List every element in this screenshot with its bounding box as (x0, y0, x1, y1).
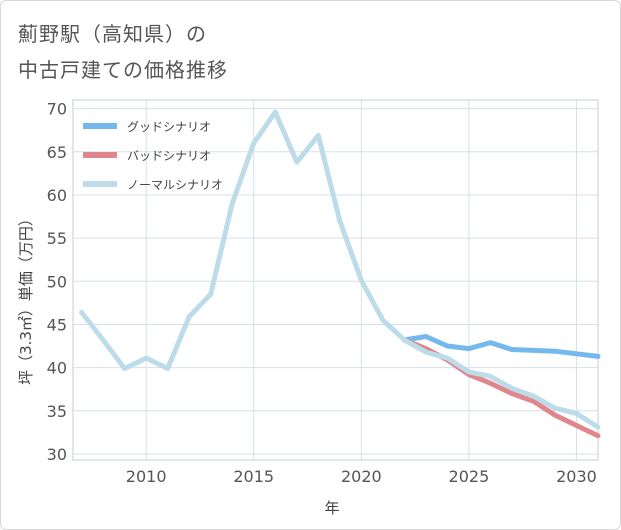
x-tick-label-2015: 2015 (233, 467, 274, 486)
x-axis-title: 年 (324, 499, 339, 517)
series-lines (79, 109, 601, 439)
y-tick-label-55: 55 (47, 229, 67, 248)
legend-label-3: ノーマルシナリオ (127, 178, 223, 192)
series-line-1 (401, 334, 601, 359)
chart-title-line-2: 中古戸建ての価格推移 (18, 58, 228, 82)
y-tick-label-40: 40 (47, 359, 67, 378)
y-tick-labels: 30 35 40 45 50 55 60 65 70 (47, 100, 67, 464)
legend-label-2: バッドシナリオ (127, 149, 211, 163)
x-tick-label-2030: 2030 (556, 467, 597, 486)
legend-label-1: グッドシナリオ (127, 120, 211, 134)
chart-title: 薊野駅（高知県）の 中古戸建ての価格推移 (18, 16, 228, 88)
y-tick-label-50: 50 (47, 272, 67, 291)
y-axis-title: 坪（3.3㎡）単価（万円） (17, 211, 35, 385)
plot-border (72, 99, 599, 461)
plot-area-border (72, 99, 599, 461)
y-tick-label-45: 45 (47, 315, 67, 334)
y-tick-label-70: 70 (47, 100, 67, 119)
chart-title-line-1: 薊野駅（高知県）の (18, 22, 207, 46)
y-tick-label-35: 35 (47, 402, 67, 421)
x-tick-label-2010: 2010 (126, 467, 167, 486)
x-tick-labels: 2010 2015 2020 2025 2030 (126, 467, 597, 486)
y-tick-label-30: 30 (47, 445, 67, 464)
x-tick-label-2025: 2025 (449, 467, 490, 486)
series-line-3 (79, 109, 601, 430)
x-tick-label-2020: 2020 (341, 467, 382, 486)
y-tick-label-65: 65 (47, 143, 67, 162)
y-tick-label-60: 60 (47, 186, 67, 205)
